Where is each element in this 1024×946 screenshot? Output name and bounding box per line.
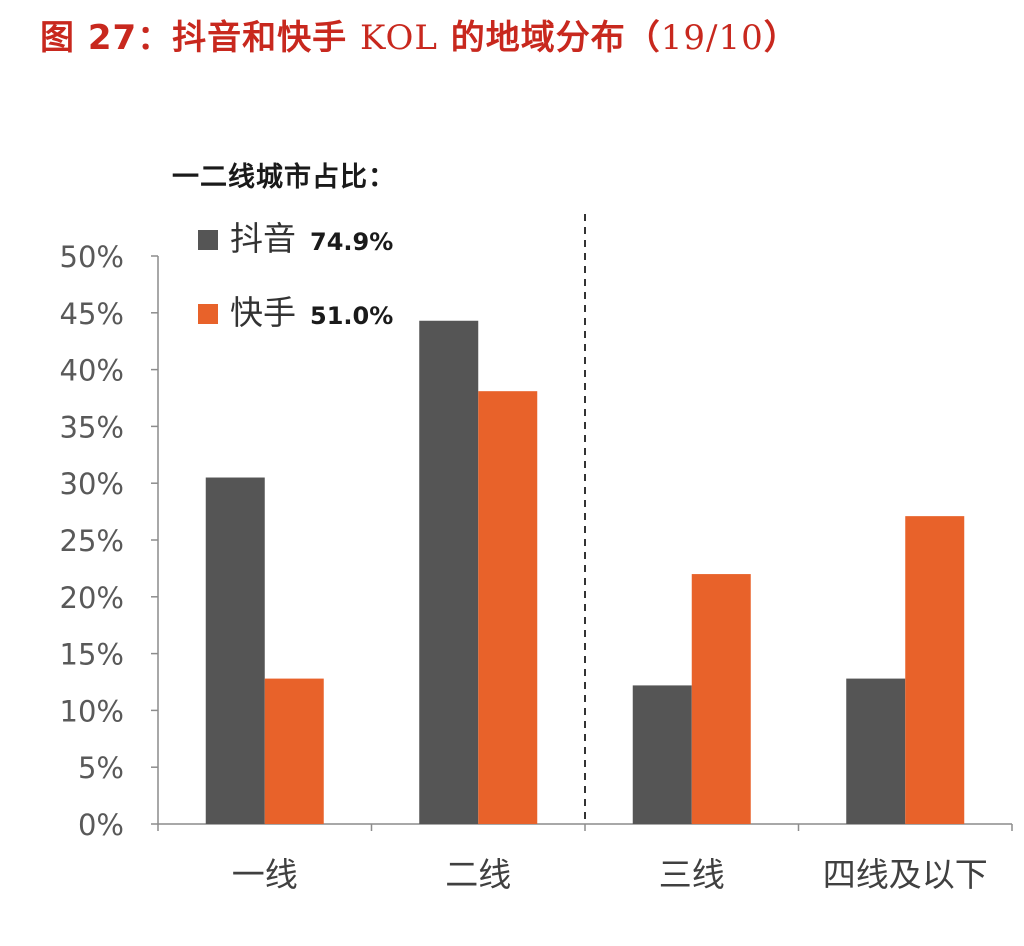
legend-label-快手: 快手 bbox=[230, 293, 296, 332]
y-tick-label: 20% bbox=[60, 581, 124, 615]
y-tick-label: 0% bbox=[78, 808, 124, 842]
bar-快手-一线 bbox=[264, 678, 324, 824]
bar-快手-四线及以下 bbox=[905, 516, 965, 824]
title-latin: KOL bbox=[360, 18, 438, 58]
y-tick-label: 5% bbox=[78, 751, 124, 785]
bar-抖音-二线 bbox=[419, 320, 479, 824]
bar-抖音-三线 bbox=[632, 685, 692, 824]
figure-label: 图 27： bbox=[40, 18, 173, 58]
bar-快手-二线 bbox=[478, 391, 538, 824]
legend-swatch-快手 bbox=[198, 304, 218, 324]
chart-subtitle: 一二线城市占比： bbox=[172, 162, 396, 193]
title-cn2: 的地域分布（ bbox=[450, 18, 661, 58]
legend-value-快手: 51.0% bbox=[310, 302, 393, 330]
legend-value-抖音: 74.9% bbox=[310, 228, 393, 256]
y-tick-label: 50% bbox=[60, 240, 124, 274]
bar-抖音-四线及以下 bbox=[846, 678, 906, 824]
legend-swatch-抖音 bbox=[198, 230, 218, 250]
x-tick-label: 一线 bbox=[232, 855, 298, 894]
y-tick-label: 15% bbox=[60, 638, 124, 672]
legend-label-抖音: 抖音 bbox=[230, 219, 296, 258]
title-cn: 抖音和快手 bbox=[172, 18, 348, 58]
y-tick-label: 30% bbox=[60, 467, 124, 501]
x-tick-label: 三线 bbox=[659, 855, 725, 894]
y-tick-label: 25% bbox=[60, 524, 124, 558]
title-date: 19/10 bbox=[660, 18, 764, 58]
y-tick-label: 40% bbox=[60, 354, 124, 388]
bar-抖音-一线 bbox=[205, 477, 265, 824]
x-tick-label: 二线 bbox=[445, 855, 511, 894]
y-tick-label: 35% bbox=[60, 410, 124, 444]
title-close: ） bbox=[763, 18, 799, 58]
x-tick-label: 四线及以下 bbox=[823, 855, 988, 894]
y-tick-label: 10% bbox=[60, 694, 124, 728]
y-tick-label: 45% bbox=[60, 297, 124, 331]
figure-title: 图 27：抖音和快手 KOL 的地域分布（19/10） bbox=[40, 10, 799, 59]
bar-快手-三线 bbox=[691, 574, 751, 824]
